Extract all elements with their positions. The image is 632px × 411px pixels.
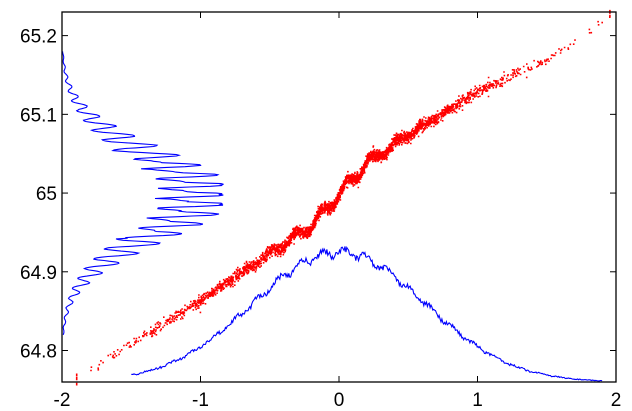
x-tick-label: 2 [611,390,622,411]
scatter-series [75,9,611,386]
histogram-horizontal-line [62,51,224,336]
histogram-horizontal [62,51,224,336]
scatter-points [75,9,611,386]
y-tick-label: 65.2 [20,27,57,48]
histogram-vertical [131,245,603,382]
tick-layer: -2 -1 0 1 2 64.8 64.9 65 65.1 65.2 [20,12,621,411]
x-tick-label: -1 [192,390,209,411]
y-tick-label: 65.1 [20,105,57,126]
x-tick-label: 0 [334,390,345,411]
y-tick-label: 64.8 [20,342,57,363]
y-tick-label: 65 [36,184,57,205]
histogram-vertical-line [131,245,603,382]
x-tick-label: -2 [54,390,71,411]
x-tick-label: 1 [472,390,483,411]
series-layer [62,9,611,386]
y-tick-label: 64.9 [20,263,57,284]
